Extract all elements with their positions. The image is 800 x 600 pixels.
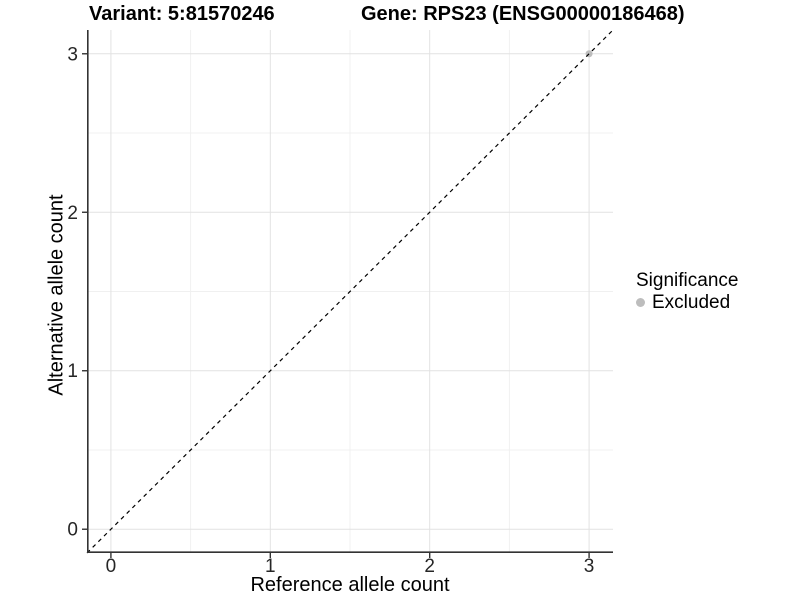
legend-item-excluded: Excluded	[636, 293, 738, 312]
legend-title: Significance	[636, 270, 739, 291]
x-axis-title: Reference allele count	[250, 574, 450, 596]
y-tick-label: 1	[67, 361, 78, 382]
x-tick-label: 2	[424, 556, 435, 577]
legend: Significance Excluded	[636, 271, 738, 312]
x-tick-label: 3	[584, 556, 595, 577]
plot-panel: 0 1 2 3 0 1 2 3	[67, 29, 614, 577]
gene-title: Gene: RPS23 (ENSG00000186468)	[361, 3, 685, 25]
y-axis-title: Alternative allele count	[45, 194, 68, 396]
variant-title: Variant: 5:81570246	[89, 3, 275, 25]
legend-point-icon	[636, 298, 645, 307]
x-tick-label: 0	[106, 556, 117, 577]
identity-dashed-line	[86, 29, 614, 554]
y-tick-label: 3	[67, 44, 78, 65]
legend-item-label: Excluded	[652, 292, 731, 313]
plot-canvas: 0 1 2 3 0 1 2 3	[67, 29, 614, 577]
x-tick-label: 1	[265, 556, 276, 577]
y-tick-label: 2	[67, 203, 78, 224]
y-tick-label: 0	[67, 520, 78, 541]
